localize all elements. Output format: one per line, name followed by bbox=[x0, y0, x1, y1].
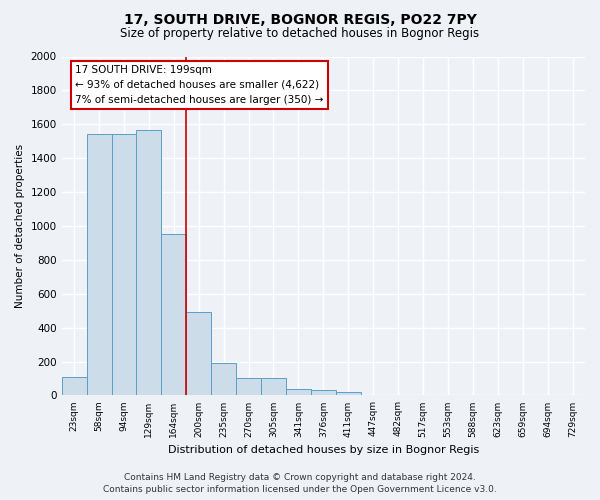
Bar bbox=[112, 134, 136, 396]
Bar bbox=[261, 378, 286, 396]
Bar bbox=[186, 312, 211, 396]
Bar bbox=[311, 390, 336, 396]
Bar bbox=[286, 388, 311, 396]
Bar bbox=[161, 234, 186, 396]
Y-axis label: Number of detached properties: Number of detached properties bbox=[15, 144, 25, 308]
Bar bbox=[62, 377, 86, 396]
Text: Size of property relative to detached houses in Bognor Regis: Size of property relative to detached ho… bbox=[121, 28, 479, 40]
Text: 17 SOUTH DRIVE: 199sqm
← 93% of detached houses are smaller (4,622)
7% of semi-d: 17 SOUTH DRIVE: 199sqm ← 93% of detached… bbox=[76, 65, 324, 104]
Text: Contains HM Land Registry data © Crown copyright and database right 2024.
Contai: Contains HM Land Registry data © Crown c… bbox=[103, 472, 497, 494]
Bar bbox=[236, 378, 261, 396]
Bar bbox=[211, 363, 236, 396]
Bar bbox=[336, 392, 361, 396]
Bar bbox=[86, 134, 112, 396]
X-axis label: Distribution of detached houses by size in Bognor Regis: Distribution of detached houses by size … bbox=[168, 445, 479, 455]
Text: 17, SOUTH DRIVE, BOGNOR REGIS, PO22 7PY: 17, SOUTH DRIVE, BOGNOR REGIS, PO22 7PY bbox=[124, 12, 476, 26]
Bar bbox=[136, 130, 161, 396]
